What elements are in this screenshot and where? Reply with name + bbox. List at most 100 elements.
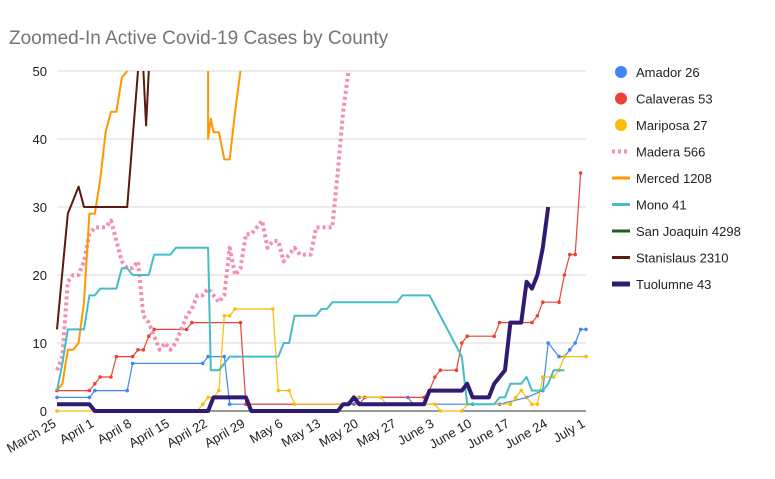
data-point [465, 334, 470, 339]
data-point [109, 375, 113, 379]
y-tick-label: 40 [33, 132, 47, 147]
legend-item: Mariposa 27 [615, 118, 708, 133]
x-tick-label: May 27 [354, 416, 398, 450]
series-8 [57, 206, 551, 413]
x-tick-label: April 22 [164, 416, 210, 451]
legend-label: San Joaquin 4298 [636, 224, 741, 239]
data-point [557, 300, 561, 305]
legend-label: Stanislaus 2310 [636, 251, 729, 266]
series-line [56, 70, 139, 330]
series-line [56, 246, 565, 406]
data-point [141, 348, 146, 352]
legend-item: Tuolumne 43 [612, 277, 711, 292]
x-tick-label: May 20 [316, 416, 360, 450]
series-7 [56, 70, 150, 330]
data-point [287, 388, 291, 393]
series-1 [55, 171, 583, 407]
data-point [433, 375, 437, 379]
series-line [55, 70, 351, 371]
data-point [584, 327, 588, 332]
x-tick-label: March 25 [4, 416, 58, 456]
data-point [578, 327, 583, 332]
x-tick-label: July 1 [551, 416, 588, 446]
data-point [206, 395, 210, 400]
data-point [460, 409, 464, 413]
legend-label: Calaveras 53 [636, 92, 713, 107]
legend-item: Calaveras 53 [615, 92, 713, 107]
data-point [454, 368, 459, 373]
data-point [222, 314, 227, 318]
x-tick-label: May 13 [279, 416, 323, 450]
legend-label: Tuolumne 43 [636, 277, 711, 292]
y-tick-label: 0 [40, 404, 47, 419]
data-point [93, 388, 97, 393]
data-point [87, 395, 92, 400]
data-point [136, 348, 140, 352]
series-5 [56, 246, 565, 406]
series-line [57, 172, 582, 405]
data-point [514, 395, 518, 400]
data-point [292, 402, 297, 407]
data-point [438, 368, 443, 373]
x-tick-label: June 10 [427, 416, 475, 452]
data-point [55, 409, 59, 413]
data-point [238, 320, 243, 325]
data-point [535, 402, 540, 407]
data-point [200, 361, 205, 366]
legend: Amador 26 Calaveras 53 Mariposa 27 Madera 5… [612, 65, 741, 292]
series-line [57, 206, 551, 413]
data-point [147, 334, 151, 339]
data-point [584, 354, 588, 359]
data-point [200, 402, 205, 407]
x-tick-label: June 24 [502, 416, 550, 452]
data-point [557, 354, 561, 359]
series-line [142, 70, 150, 127]
data-point [125, 388, 129, 393]
legend-swatch [615, 66, 627, 78]
data-point [460, 341, 464, 345]
x-tick-label: May 6 [247, 416, 285, 447]
legend-swatch [615, 92, 627, 105]
data-point [546, 341, 550, 345]
legend-label: Mono 41 [636, 198, 687, 213]
legend-item: San Joaquin 4298 [612, 224, 741, 239]
legend-swatch [615, 119, 627, 131]
legend-item: Merced 1208 [612, 171, 712, 186]
y-tick-label: 30 [33, 200, 47, 215]
y-tick-label: 50 [33, 64, 47, 79]
data-point [55, 395, 59, 400]
data-point [93, 382, 97, 386]
y-tick-label: 20 [33, 268, 47, 283]
x-tick-label: June 17 [464, 416, 512, 452]
legend-label: Merced 1208 [636, 171, 712, 186]
data-point [98, 375, 102, 379]
legend-item: Amador 26 [615, 65, 700, 80]
legend-item: Madera 566 [612, 145, 705, 160]
data-point [438, 409, 443, 413]
data-point [541, 300, 545, 305]
data-point [497, 320, 502, 325]
series-line [56, 70, 128, 392]
y-axis-ticks: 0 10 20 30 40 50 [33, 64, 47, 419]
data-point [114, 354, 119, 359]
data-point [152, 327, 156, 332]
data-point [217, 388, 221, 393]
data-point [519, 388, 523, 393]
data-point [227, 402, 232, 407]
data-point [130, 354, 135, 359]
x-tick-label: April 29 [202, 416, 248, 451]
legend-item: Mono 41 [612, 198, 687, 213]
data-point [568, 252, 572, 257]
data-point [190, 320, 194, 325]
data-point [530, 402, 534, 407]
data-point [276, 388, 281, 393]
series-3 [55, 70, 351, 371]
data-point [530, 320, 534, 325]
chart-title: Zoomed-In Active Covid-19 Cases by Count… [9, 28, 389, 49]
legend-item: Stanislaus 2310 [612, 251, 729, 266]
data-point [227, 314, 232, 318]
data-point [379, 395, 383, 400]
data-point [562, 354, 567, 359]
series-line [207, 70, 242, 161]
